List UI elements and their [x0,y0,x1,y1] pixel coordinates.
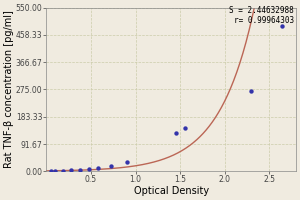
Point [60,169,65,172]
Point [124,161,129,164]
Point [69,169,74,172]
Text: S = 2.44632988
r= 0.99964303: S = 2.44632988 r= 0.99964303 [229,6,294,25]
Point [49,170,53,173]
X-axis label: Optical Density: Optical Density [134,186,209,196]
Point [53,169,58,173]
Point [87,167,92,171]
Point [173,131,178,134]
Y-axis label: Rat TNF-β concentration [pg/ml]: Rat TNF-β concentration [pg/ml] [4,11,14,168]
Point [280,24,285,27]
Point [249,89,254,93]
Point [182,127,187,130]
Point [96,166,100,169]
Point [108,164,113,168]
Point [78,168,83,171]
